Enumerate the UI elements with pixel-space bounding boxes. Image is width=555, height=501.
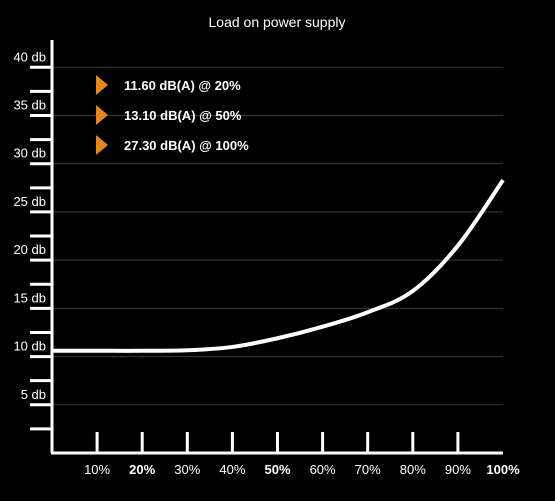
y-tick-label: 25 db [13, 194, 46, 209]
y-tick-label: 20 db [13, 242, 46, 257]
series [51, 178, 505, 353]
legend-marker [96, 75, 108, 95]
x-tick-label: 40% [219, 462, 245, 477]
grid [52, 66, 503, 406]
x-axis: 10% 20% 30% 40% 50% 60% 70% 80% 90% 100% [84, 432, 520, 477]
legend-marker [96, 105, 108, 125]
legend: 11.60 dB(A) @ 20% 13.10 dB(A) @ 50% 27.30 … [96, 75, 249, 155]
y-tick-label: 30 db [13, 146, 46, 161]
x-tick-label: 10% [84, 462, 110, 477]
legend-item-label: 13.10 dB(A) @ 50% [124, 108, 242, 123]
y-tick-label: 40 db [13, 49, 46, 64]
y-tick-label: 10 db [13, 339, 46, 354]
y-tick-label: 5 db [21, 387, 46, 402]
y-tick-label: 35 db [13, 98, 46, 113]
x-tick-label: 70% [355, 462, 381, 477]
legend-marker [96, 135, 108, 155]
chart-title: Load on power supply [209, 14, 346, 30]
x-tick-label: 20% [129, 462, 155, 477]
y-axis: 5 db 10 db 15 db 20 db 25 db 30 db 35 db 40 db [13, 49, 52, 431]
series-line [51, 178, 505, 353]
y-tick-label: 15 db [13, 290, 46, 305]
x-tick-label: 100% [486, 462, 520, 477]
legend-item-label: 11.60 dB(A) @ 20% [124, 78, 241, 93]
x-tick-label: 30% [174, 462, 200, 477]
x-tick-label: 80% [400, 462, 426, 477]
x-tick-label: 60% [310, 462, 336, 477]
legend-item-label: 27.30 dB(A) @ 100% [124, 138, 249, 153]
x-tick-label: 50% [264, 462, 290, 477]
x-tick-label: 90% [445, 462, 471, 477]
